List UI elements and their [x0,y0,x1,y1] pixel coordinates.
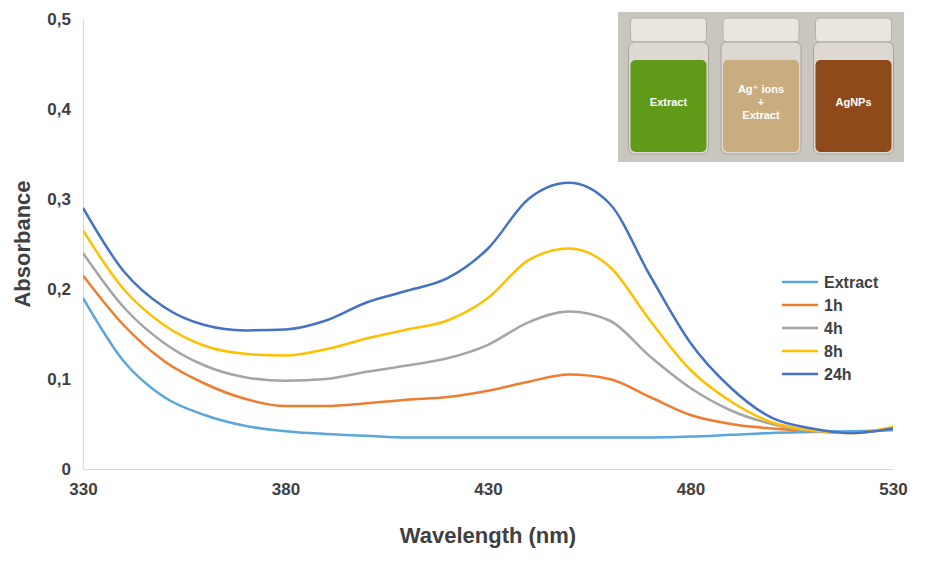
y-tick-label: 0,1 [47,370,71,389]
y-tick: 0,3 [47,190,83,209]
vial-label: + [758,96,764,108]
x-tick-label: 480 [677,480,705,499]
vial-glass [814,42,894,154]
legend-label: Extract [824,274,879,291]
vial: Ag⁺ ions+Extract [721,18,801,154]
series-line [83,183,893,433]
series-lines [83,183,893,438]
y-axis-title: Absorbance [10,180,35,307]
x-tick: 530 [879,469,907,499]
vial: AgNPs [814,18,894,154]
legend-swatch [782,304,818,307]
y-tick: 0,2 [47,280,83,299]
legend-swatch [782,281,818,284]
x-tick: 430 [474,469,502,499]
y-axis-line [83,20,84,470]
vial-glass [721,42,801,154]
y-tick-label: 0 [62,460,71,479]
y-tick: 0,5 [47,10,83,29]
x-tick: 480 [677,469,705,499]
series-line [83,253,893,433]
y-axis: 0 0,1 0,2 0,3 0,4 0,5 [47,10,83,479]
x-tick: 380 [272,469,300,499]
x-tick-label: 430 [474,480,502,499]
x-tick-label: 330 [69,480,97,499]
legend-swatch [782,327,818,330]
x-tick-label: 530 [879,480,907,499]
vial-label: Extract [650,96,688,108]
legend-label: 8h [824,343,843,360]
legend-label: 1h [824,297,843,314]
legend-item: 24h [782,366,852,383]
x-tick-label: 380 [272,480,300,499]
vial-liquid [816,60,892,152]
vial-label: Ag⁺ ions [738,83,784,95]
vial-liquid [723,60,799,152]
y-tick-label: 0,2 [47,280,71,299]
y-tick: 0,4 [47,100,83,119]
y-tick: 0,1 [47,370,83,389]
vial-liquid [631,60,707,152]
inset-background [618,12,904,162]
y-tick: 0 [62,460,83,479]
vial-label: Extract [742,109,780,121]
vial: Extract [629,18,709,154]
x-axis: 330 380 430 480 530 [69,469,907,499]
legend-swatch [782,350,818,353]
vial-cap [723,18,799,42]
inset: ExtractAg⁺ ions+ExtractAgNPs [618,12,904,162]
vial-glass [629,42,709,154]
legend-item: 8h [782,343,843,360]
vial-cap [816,18,892,42]
y-tick-label: 0,3 [47,190,71,209]
x-axis-title: Wavelength (nm) [400,523,576,548]
chart: 330 380 430 480 530 0 0,1 0,2 0,3 0,4 0,5 Wavelengt… [0,0,927,561]
series-line [83,231,893,434]
legend-item: 4h [782,320,843,337]
plot: 330 380 430 480 530 0 0,1 0,2 0,3 0,4 0,5 [47,10,907,499]
y-tick-label: 0,4 [47,100,71,119]
legend-swatch [782,373,818,376]
x-axis-line [84,469,894,470]
legend-label: 4h [824,320,843,337]
legend-label: 24h [824,366,852,383]
legend-item: Extract [782,274,879,291]
x-tick: 330 [69,469,97,499]
legend: Extract 1h 4h 8h 24h [782,274,879,383]
y-tick-label: 0,5 [47,10,71,29]
vial-label: AgNPs [835,96,871,108]
vial-cap [631,18,707,42]
legend-item: 1h [782,297,843,314]
